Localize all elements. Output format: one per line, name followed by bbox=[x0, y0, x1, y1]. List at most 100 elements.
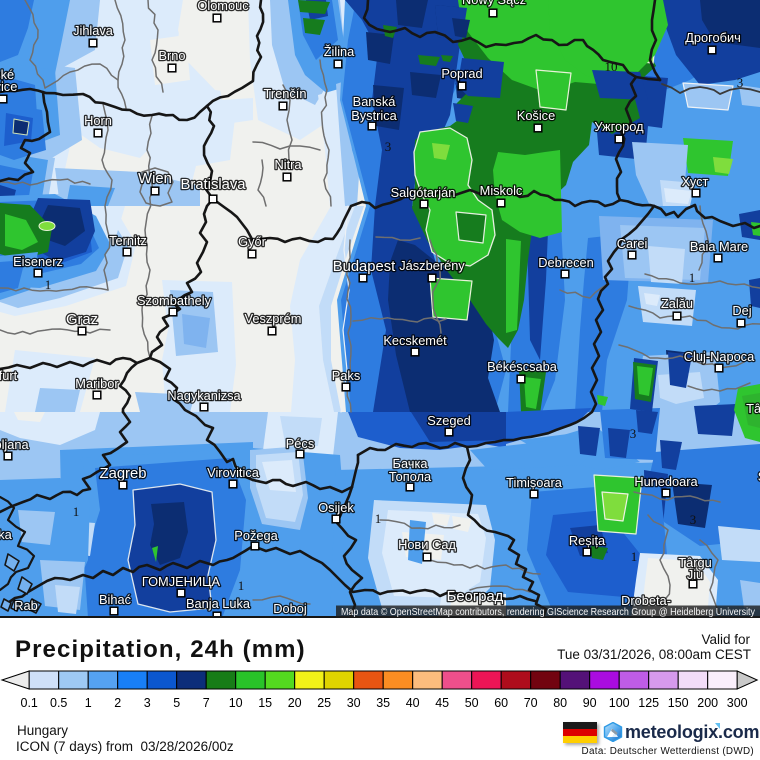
svg-text:Bystrica: Bystrica bbox=[351, 108, 397, 123]
svg-text:Zalău: Zalău bbox=[661, 296, 693, 311]
svg-text:Košice: Košice bbox=[517, 108, 555, 123]
svg-text:150: 150 bbox=[668, 696, 689, 710]
svg-text:Doboj: Doboj bbox=[273, 601, 306, 616]
svg-text:45: 45 bbox=[435, 696, 449, 710]
svg-text:Београд: Београд bbox=[447, 589, 504, 605]
svg-text:Jiu: Jiu bbox=[687, 567, 703, 582]
svg-text:300: 300 bbox=[727, 696, 748, 710]
svg-text:Jihlava: Jihlava bbox=[73, 23, 114, 38]
svg-text:Eisenerz: Eisenerz bbox=[13, 254, 63, 269]
svg-text:15: 15 bbox=[258, 696, 272, 710]
svg-text:3: 3 bbox=[737, 75, 744, 90]
svg-text:50: 50 bbox=[465, 696, 479, 710]
svg-text:Salgótarján: Salgótarján bbox=[391, 185, 456, 200]
svg-text:60: 60 bbox=[494, 696, 508, 710]
svg-text:Bratislava: Bratislava bbox=[181, 177, 247, 193]
svg-text:Нови Сад: Нови Сад bbox=[398, 537, 456, 552]
svg-text:Békéscsaba: Békéscsaba bbox=[487, 359, 558, 374]
svg-text:Pécs: Pécs bbox=[286, 436, 314, 451]
svg-text:Poprad: Poprad bbox=[441, 66, 482, 81]
svg-text:Târgu: Târgu bbox=[678, 555, 711, 570]
svg-text:3: 3 bbox=[385, 139, 392, 154]
svg-text:40: 40 bbox=[406, 696, 420, 710]
svg-text:Veszprém: Veszprém bbox=[245, 311, 302, 326]
svg-text:Banská: Banská bbox=[353, 94, 397, 109]
svg-text:Carei: Carei bbox=[617, 236, 648, 251]
svg-text:1: 1 bbox=[45, 277, 52, 292]
svg-text:Târgu M: Târgu M bbox=[746, 401, 760, 416]
svg-text:70: 70 bbox=[524, 696, 538, 710]
svg-text:Paks: Paks bbox=[332, 368, 360, 383]
svg-text:Banja Luka: Banja Luka bbox=[186, 596, 251, 611]
svg-text:1: 1 bbox=[375, 511, 382, 526]
svg-text:Olomouc: Olomouc bbox=[197, 0, 249, 13]
svg-text:0.5: 0.5 bbox=[50, 696, 67, 710]
svg-text:Maribor: Maribor bbox=[75, 376, 119, 391]
svg-text:Jászberény: Jászberény bbox=[399, 258, 465, 273]
svg-text:0.1: 0.1 bbox=[21, 696, 38, 710]
svg-text:Хуст: Хуст bbox=[682, 174, 709, 189]
svg-text:Graz: Graz bbox=[66, 312, 98, 328]
svg-text:90: 90 bbox=[583, 696, 597, 710]
svg-text:Szombathely: Szombathely bbox=[137, 293, 212, 308]
svg-text:Hunedoara: Hunedoara bbox=[634, 474, 698, 489]
svg-text:125: 125 bbox=[638, 696, 659, 710]
svg-text:Brno: Brno bbox=[158, 48, 185, 63]
svg-text:Nagykanizsa: Nagykanizsa bbox=[167, 388, 241, 403]
svg-text:80: 80 bbox=[553, 696, 567, 710]
svg-text:Bihać: Bihać bbox=[99, 592, 132, 607]
svg-text:Kecskemét: Kecskemét bbox=[383, 333, 447, 348]
svg-text:Zagreb: Zagreb bbox=[100, 466, 147, 482]
svg-text:Žilina: Žilina bbox=[324, 44, 355, 59]
svg-text:České: České bbox=[0, 67, 14, 82]
svg-text:Drobeta-: Drobeta- bbox=[621, 593, 671, 608]
svg-text:10: 10 bbox=[605, 59, 618, 74]
svg-text:Szeged: Szeged bbox=[427, 413, 470, 428]
svg-text:Požega: Požega bbox=[234, 528, 278, 543]
svg-text:Miskolc: Miskolc bbox=[480, 183, 523, 198]
svg-text:Osijek: Osijek bbox=[318, 500, 354, 515]
svg-text:1: 1 bbox=[689, 270, 696, 285]
svg-text:Virovitica: Virovitica bbox=[207, 465, 260, 480]
svg-text:7: 7 bbox=[203, 696, 210, 710]
svg-text:1: 1 bbox=[85, 696, 92, 710]
svg-text:5: 5 bbox=[173, 696, 180, 710]
svg-text:Budapest: Budapest bbox=[333, 259, 396, 275]
svg-text:1: 1 bbox=[238, 578, 245, 593]
svg-text:Debrecen: Debrecen bbox=[538, 255, 594, 270]
svg-text:1: 1 bbox=[631, 549, 638, 564]
svg-text:Ужгород: Ужгород bbox=[594, 119, 644, 134]
svg-text:20: 20 bbox=[288, 696, 302, 710]
svg-text:Топола: Топола bbox=[389, 469, 432, 484]
svg-text:Map data © OpenStreetMap contr: Map data © OpenStreetMap contributors, r… bbox=[341, 607, 756, 618]
svg-text:35: 35 bbox=[376, 696, 390, 710]
svg-text:100: 100 bbox=[609, 696, 630, 710]
svg-text:ГОМЈЕНИЦА: ГОМЈЕНИЦА bbox=[142, 574, 221, 589]
svg-text:Ljubljana: Ljubljana bbox=[0, 437, 29, 452]
svg-text:Sibiu: Sibiu bbox=[758, 469, 760, 484]
svg-text:Győr: Győr bbox=[238, 234, 266, 249]
svg-text:Trenčín: Trenčín bbox=[264, 86, 307, 101]
svg-text:3: 3 bbox=[690, 512, 697, 527]
svg-text:30: 30 bbox=[347, 696, 361, 710]
svg-text:25: 25 bbox=[317, 696, 331, 710]
svg-text:1: 1 bbox=[73, 504, 80, 519]
svg-text:Nitra: Nitra bbox=[274, 157, 302, 172]
svg-text:Timișoara: Timișoara bbox=[506, 475, 563, 490]
svg-text:Nowy Sącz: Nowy Sącz bbox=[462, 0, 526, 7]
svg-text:Horn: Horn bbox=[84, 113, 112, 128]
svg-text:2: 2 bbox=[114, 696, 121, 710]
svg-text:Budějovice: Budějovice bbox=[0, 79, 17, 94]
svg-text:Wien: Wien bbox=[138, 171, 172, 187]
svg-text:Rijeka: Rijeka bbox=[0, 527, 13, 542]
svg-text:Бачка: Бачка bbox=[393, 456, 429, 471]
svg-text:Cluj-Napoca: Cluj-Napoca bbox=[684, 349, 755, 364]
svg-text:200: 200 bbox=[697, 696, 718, 710]
svg-text:Dej: Dej bbox=[732, 303, 751, 318]
svg-text:Baia Mare: Baia Mare bbox=[690, 239, 748, 254]
svg-text:10: 10 bbox=[229, 696, 243, 710]
svg-text:3: 3 bbox=[144, 696, 151, 710]
svg-text:3: 3 bbox=[630, 426, 637, 441]
svg-text:Reșița: Reșița bbox=[569, 533, 606, 548]
svg-text:Rab: Rab bbox=[14, 598, 37, 613]
